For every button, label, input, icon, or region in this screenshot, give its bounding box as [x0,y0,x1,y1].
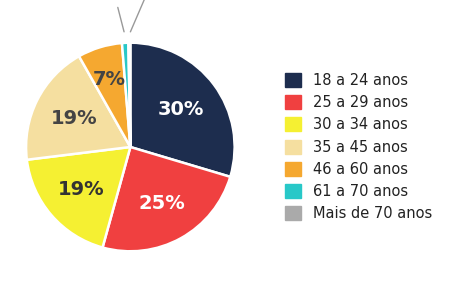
Legend: 18 a 24 anos, 25 a 29 anos, 30 a 34 anos, 35 a 45 anos, 46 a 60 anos, 61 a 70 an: 18 a 24 anos, 25 a 29 anos, 30 a 34 anos… [281,68,437,226]
Text: 19%: 19% [58,180,105,199]
Wedge shape [128,43,130,147]
Wedge shape [122,43,130,147]
Wedge shape [102,147,230,251]
Wedge shape [26,56,130,160]
Wedge shape [130,43,235,177]
Text: 30%: 30% [157,100,204,119]
Wedge shape [79,43,130,147]
Text: 25%: 25% [138,194,185,213]
Text: 0%: 0% [130,0,164,32]
Text: 19%: 19% [51,109,98,128]
Text: 7%: 7% [93,70,126,89]
Wedge shape [27,147,130,248]
Text: 1%: 1% [104,0,126,32]
